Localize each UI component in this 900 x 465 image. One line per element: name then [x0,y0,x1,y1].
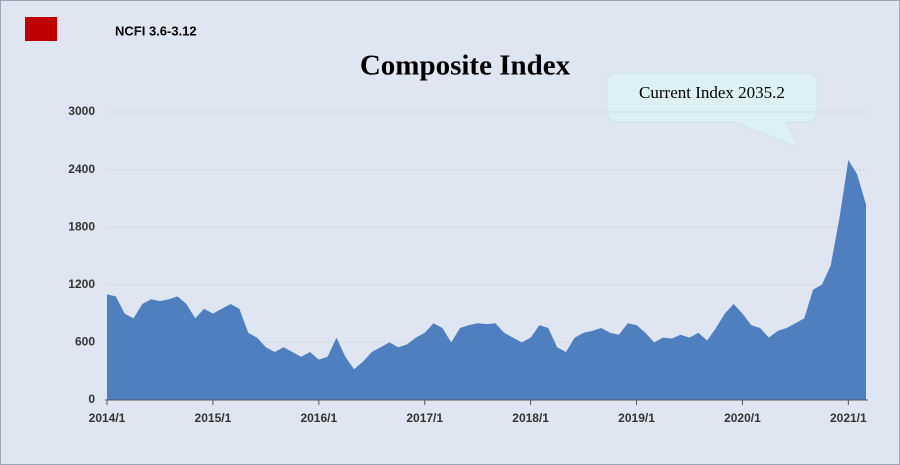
y-tick-label: 1800 [68,219,95,233]
y-tick-label: 3000 [68,104,95,118]
x-tick-label: 2019/1 [618,411,655,425]
y-tick-label: 1200 [68,277,95,291]
x-tick-label: 2015/1 [195,411,232,425]
area [107,160,866,400]
y-tick-label: 2400 [68,162,95,176]
callout [606,72,818,150]
x-tick-label: 2016/1 [300,411,337,425]
x-tick-label: 2018/1 [512,411,549,425]
y-tick-label: 0 [88,392,95,406]
chart-title: Composite Index [360,50,571,82]
annotation: Current Index 2035.2 [639,83,785,102]
y-tick-label: 600 [75,335,95,349]
x-tick-label: 2021/1 [830,411,867,425]
legend-marker [25,17,57,41]
x-tick-label: 2014/1 [89,411,126,425]
x-tick-label: 2017/1 [406,411,443,425]
legend-label: NCFI 3.6-3.12 [115,23,197,38]
x-tick-label: 2020/1 [724,411,761,425]
